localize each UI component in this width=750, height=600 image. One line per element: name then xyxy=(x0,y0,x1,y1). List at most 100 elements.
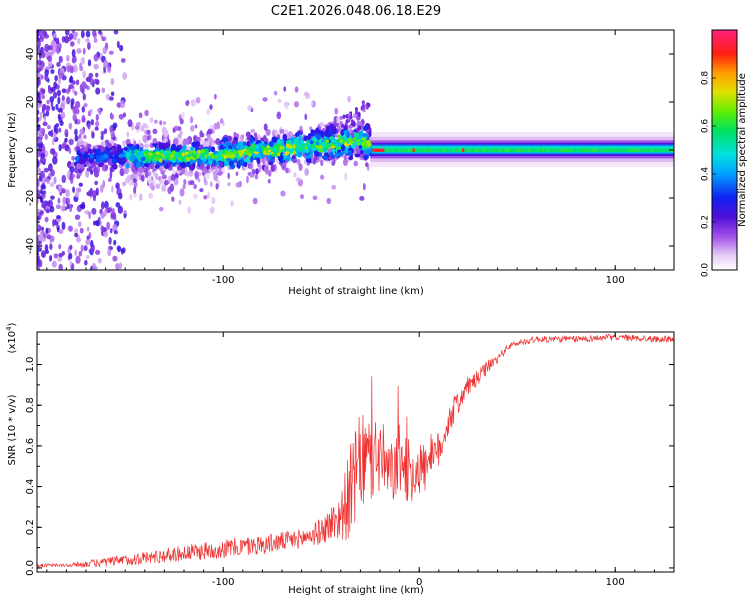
spectrogram-speckle xyxy=(294,86,299,93)
spectrogram-speckle xyxy=(110,78,115,86)
spectrogram-speckle xyxy=(100,134,104,141)
spectrogram-cell xyxy=(424,148,428,152)
spectrogram-speckle xyxy=(79,65,84,72)
spectrogram-speckle xyxy=(57,96,61,105)
spectrogram-speckle xyxy=(283,86,287,92)
spectrogram-speckle xyxy=(94,180,99,186)
spectrogram-blob xyxy=(359,130,364,136)
spectrogram-speckle xyxy=(72,186,76,193)
spectrogram-cell xyxy=(487,148,491,152)
spectrogram-cell xyxy=(445,148,449,152)
spectrogram-speckle xyxy=(353,160,359,167)
spectrogram-speckle xyxy=(185,100,190,107)
spectrogram-cell xyxy=(626,148,630,152)
spectrogram-cell xyxy=(452,148,456,152)
spectrogram-core xyxy=(356,142,361,146)
spectrogram-speckle xyxy=(91,207,97,215)
spectrogram-cell xyxy=(581,148,585,152)
spectrogram-cell xyxy=(640,148,644,152)
spectrogram-speckle xyxy=(239,135,243,143)
spectrogram-blob xyxy=(256,157,261,165)
spectrogram-cell xyxy=(635,148,639,152)
spectrogram-core xyxy=(229,155,234,159)
spectrogram-cell xyxy=(454,148,458,152)
spectrogram-speckle xyxy=(95,113,99,122)
spectrogram-speckle xyxy=(284,101,289,110)
spectrogram-blob xyxy=(104,164,109,170)
spectrogram-speckle xyxy=(339,121,343,126)
spectrogram-speckle xyxy=(60,111,66,119)
spectrogram-speckle xyxy=(213,122,219,130)
spectrogram-speckle xyxy=(143,167,149,173)
spectrogram-cell xyxy=(410,148,413,152)
spectrogram-cell xyxy=(508,148,512,152)
spectrogram-speckle xyxy=(40,34,46,40)
spectrogram-speckle xyxy=(254,135,258,142)
spectrogram-speckle xyxy=(113,30,119,35)
spectrogram-cell xyxy=(654,148,658,152)
spectrogram-speckle xyxy=(277,98,282,104)
spectrogram-speckle xyxy=(53,33,57,38)
spectrogram-speckle xyxy=(50,182,55,188)
spectrogram-blob xyxy=(320,130,325,138)
spectrogram-speckle xyxy=(87,59,92,67)
spectrogram-cell xyxy=(534,148,538,152)
spectrogram-speckle xyxy=(61,143,65,149)
spectrogram-core xyxy=(336,146,341,150)
spectrogram-speckle xyxy=(144,129,147,135)
spectrogram-speckle xyxy=(51,260,57,268)
spectrogram-speckle xyxy=(68,33,74,40)
spectrogram-cell xyxy=(567,148,571,152)
spectrogram-blob xyxy=(176,146,180,153)
spectrogram-speckle xyxy=(203,195,208,200)
spectrogram-speckle xyxy=(116,40,120,49)
spectrogram-speckle xyxy=(71,55,77,63)
spectrogram-speckle xyxy=(207,128,213,135)
spectrogram-core xyxy=(145,153,149,156)
spectrogram-core xyxy=(225,154,231,159)
spectrogram-speckle xyxy=(110,113,115,120)
spectrogram-blob xyxy=(309,140,314,145)
spectrogram-speckle xyxy=(76,48,82,54)
spectrogram-blob xyxy=(245,131,251,138)
spectrogram-blob xyxy=(305,136,311,141)
spectrogram-speckle xyxy=(293,172,297,178)
spectrogram-core xyxy=(158,158,163,163)
spectrogram-speckle xyxy=(71,155,76,161)
spectrogram-speckle xyxy=(53,176,57,185)
spectrogram-blob xyxy=(263,134,267,142)
spectrogram-blob xyxy=(113,153,118,160)
spectrogram-core xyxy=(304,146,308,150)
colorbar-tick-label: 0.6 xyxy=(701,119,711,134)
spectrogram-speckle xyxy=(209,206,215,214)
spectrogram-speckle xyxy=(92,262,96,270)
spectrogram-speckle xyxy=(52,91,58,99)
spectrogram-speckle xyxy=(45,105,51,113)
spectrogram-speckle xyxy=(56,89,61,97)
spectrogram-speckle xyxy=(88,72,94,79)
spectrogram-speckle xyxy=(102,179,106,189)
spectrogram-blob xyxy=(331,154,335,159)
spectrogram-speckle xyxy=(82,93,86,101)
spectrogram-cell xyxy=(598,148,602,152)
spectrogram-core xyxy=(246,155,251,161)
spectrogram-cell xyxy=(478,148,482,152)
spectrogram-speckle xyxy=(84,259,88,266)
spectrogram-speckle xyxy=(57,197,61,204)
spectrogram-speckle xyxy=(152,128,158,135)
snr-x-tick-label: -100 xyxy=(212,577,235,588)
spectrogram-speckle xyxy=(44,133,48,141)
spectrogram-speckle xyxy=(219,117,224,124)
spectrogram-cell xyxy=(501,148,505,152)
spectrogram-blob xyxy=(338,151,344,157)
spectrogram-speckle xyxy=(118,192,123,200)
chart-title: C2E1.2026.048.06.18.E29 xyxy=(271,4,441,19)
spectrogram-speckle xyxy=(359,196,365,201)
spectrogram-speckle xyxy=(52,218,55,227)
spectrogram-speckle xyxy=(37,160,40,168)
spectrogram-core xyxy=(279,145,285,150)
spectrogram-speckle xyxy=(93,63,99,70)
spectrogram-speckle xyxy=(161,174,167,180)
spectrogram-blob xyxy=(243,161,248,168)
spectrogram-speckle xyxy=(180,111,185,119)
